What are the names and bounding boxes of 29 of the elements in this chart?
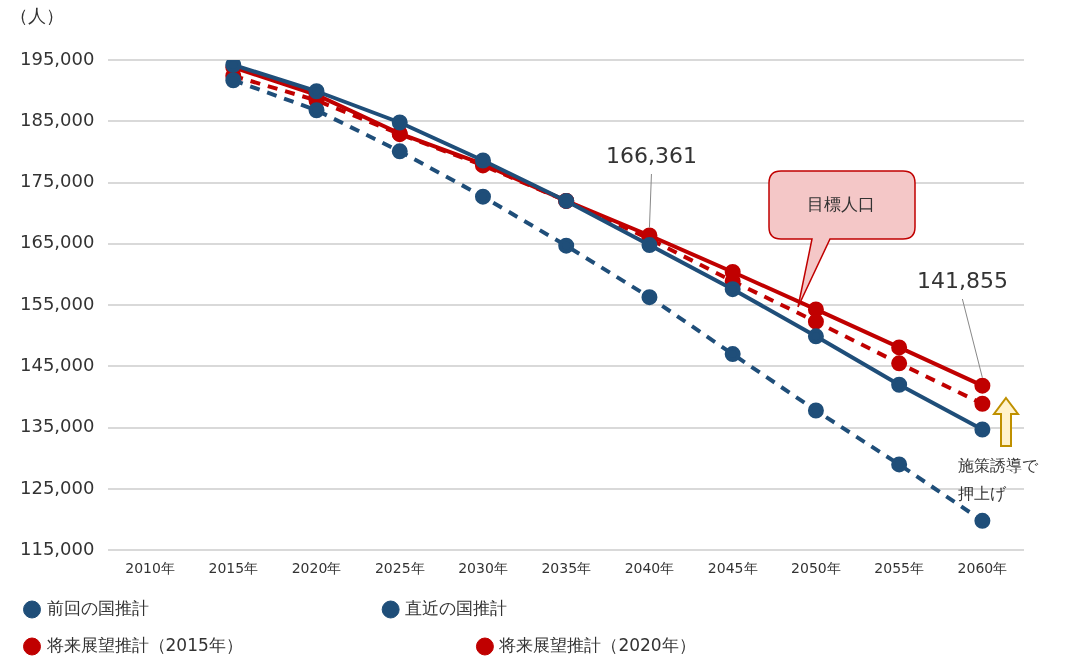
annotation: 施策誘導で押上げ	[958, 455, 1039, 505]
x-tick-label: 2055年	[874, 560, 924, 577]
x-tick-label: 2010年	[125, 560, 175, 577]
x-tick-label: 2015年	[208, 560, 259, 577]
y-axis-title: （人）	[10, 4, 64, 26]
y-tick-label: 175,000	[20, 170, 95, 192]
x-tick-label: 2030年	[458, 560, 508, 577]
y-tick-label: 165,000	[20, 231, 95, 253]
y-tick-label: 185,000	[20, 108, 95, 130]
x-tick-label: 2025年	[374, 560, 425, 577]
y-tick-label: 145,000	[20, 354, 95, 376]
x-tick-label: 2050年	[791, 560, 841, 577]
y-tick-label: 115,000	[20, 537, 95, 559]
legend-label: 将来展望推計（2015年）	[45, 634, 459, 655]
annotation: 141,855	[916, 267, 1008, 293]
legend-label: 将来展望推計（2020年）	[498, 634, 912, 655]
y-tick-label: 155,000	[20, 292, 95, 314]
x-tick-label: 2045年	[707, 560, 758, 577]
y-tick-label: 135,000	[20, 415, 95, 437]
legend-label: 直近の国推計	[405, 597, 724, 618]
x-tick-label: 2060年	[957, 560, 1008, 577]
y-tick-label: 195,000	[20, 47, 95, 69]
annotation: 目標人口	[806, 193, 876, 216]
legend-label: 前回の国推計	[46, 597, 365, 618]
y-tick-label: 125,000	[20, 476, 95, 498]
x-tick-label: 2035年	[541, 560, 592, 577]
x-tick-label: 2020年	[291, 560, 342, 577]
x-tick-label: 2040年	[624, 560, 675, 577]
annotation: 166,361	[605, 142, 697, 168]
